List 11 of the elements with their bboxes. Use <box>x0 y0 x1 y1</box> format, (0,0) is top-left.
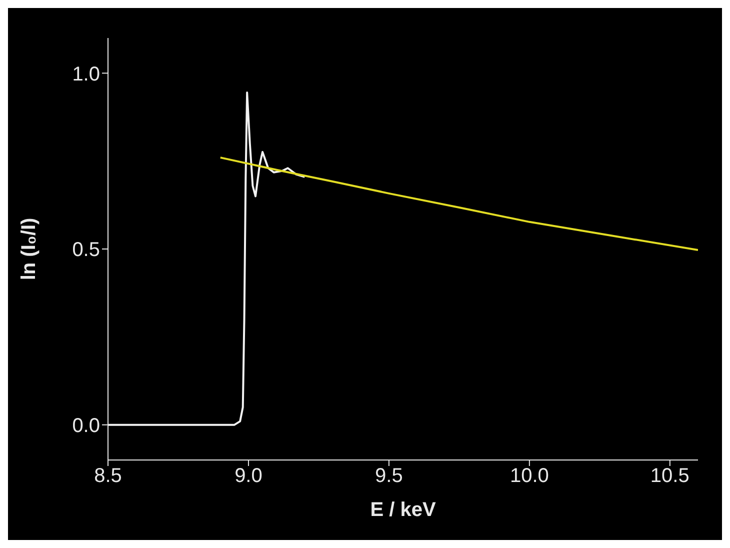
line-series <box>219 156 698 252</box>
y-tick-label: 0.5 <box>72 239 100 262</box>
x-tick-label: 10.5 <box>650 465 690 488</box>
y-axis-title: ln (I₀/I) <box>18 218 40 280</box>
y-tick-label: 0.0 <box>72 414 100 437</box>
x-tick-label: 10.0 <box>510 465 549 488</box>
x-axis-title: E / keV <box>370 499 436 521</box>
x-tick-label: 9.5 <box>375 465 403 488</box>
y-tick-label: 1.0 <box>72 63 100 86</box>
x-tick-label: 9.0 <box>234 465 262 488</box>
x-tick-label: 8.5 <box>94 465 122 488</box>
